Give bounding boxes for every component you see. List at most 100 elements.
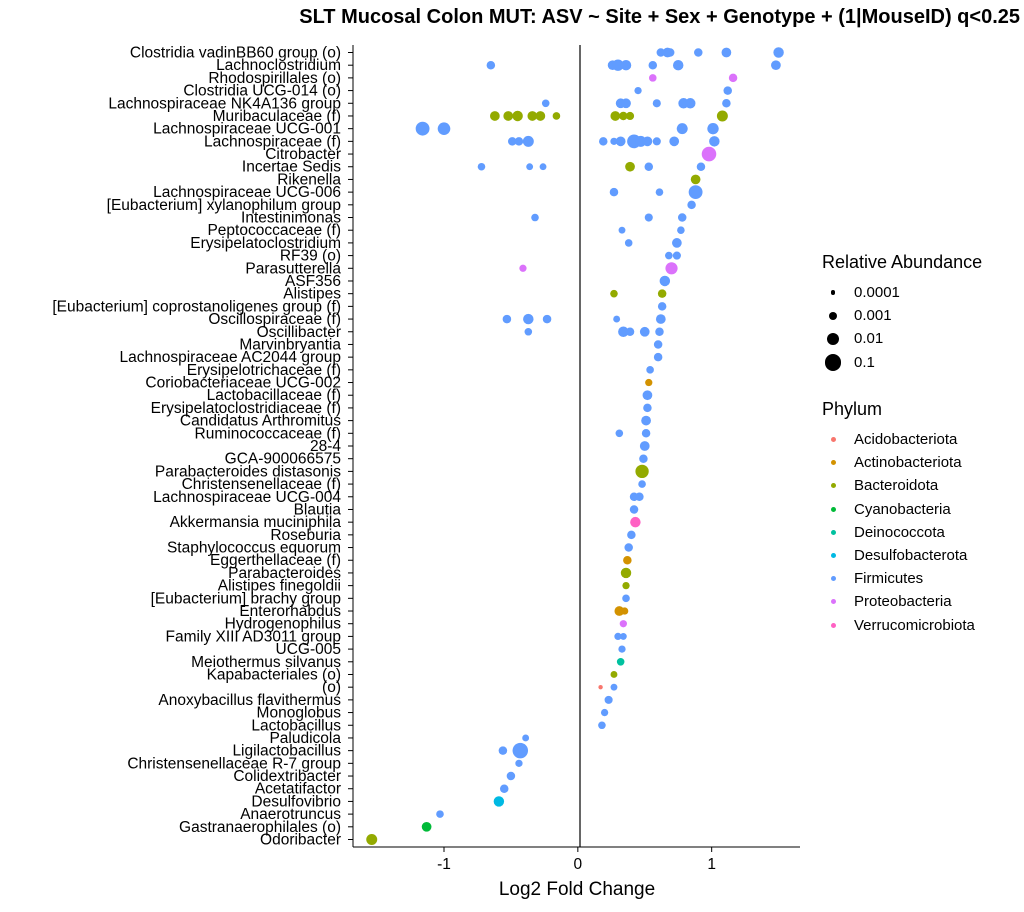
- y-tick-label: Clostridia vadinBB60 group (o): [130, 45, 341, 62]
- point-actinobacteriota-enterorhabdus: [614, 606, 625, 616]
- point-firmicutes-erysipelatoclostridium: [672, 238, 682, 248]
- y-tick-label: Akkermansia muciniphila: [170, 514, 342, 531]
- point-firmicutes-lachnospiraceae-f: [610, 137, 618, 145]
- point-firmicutes-incertae-sedis: [696, 162, 706, 171]
- point-firmicutes-blautia: [629, 505, 639, 514]
- point-firmicutes-lachnoclostridium: [620, 59, 632, 71]
- point-firmicutes-roseburia: [627, 530, 636, 540]
- point-bacteroidota-parabacteroides: [620, 567, 632, 579]
- point-firmicutes-oscillibacter: [639, 326, 650, 337]
- y-tick-label: Peptococcaceae (f): [207, 222, 341, 239]
- phylum-legend-label: Cyanobacteria: [854, 500, 951, 518]
- point-firmicutes-intestinimonas: [677, 213, 687, 222]
- y-tick-label: Parabacteroides distasonis: [155, 463, 341, 480]
- point-firmicutes-clostridia-ucg-014-o: [723, 86, 732, 95]
- y-tick-label: Marvinbryantia: [239, 336, 341, 353]
- y-tick-label: Lachnospiraceae (f): [204, 133, 341, 150]
- chart-title: SLT Mucosal Colon MUT: ASV ~ Site + Sex …: [299, 6, 1020, 28]
- y-tick-label: Blautia: [294, 501, 342, 518]
- size-legend-label: 0.1: [854, 353, 875, 371]
- x-axis-ticks: -1 0 1: [437, 847, 716, 873]
- point-firmicutes-candidatus-arthromitus: [641, 415, 651, 426]
- y-tick-label: Erysipelatoclostridiaceae (f): [151, 400, 341, 417]
- y-tick-label: Gastranaerophilales (o): [179, 819, 341, 836]
- y-tick-label: (o): [322, 679, 341, 696]
- x-axis-title: Log2 Fold Change: [499, 879, 655, 900]
- y-tick-label: Enterorhabdus: [239, 603, 341, 620]
- data-points: [366, 47, 784, 845]
- point-firmicutes-ruminococcaceae-f: [615, 429, 624, 438]
- x-tick-label: -1: [437, 856, 451, 873]
- point-firmicutes-rf39-o: [665, 251, 673, 260]
- point-firmicutes-lachnospiraceae-ucg-004: [635, 492, 644, 502]
- point-firmicutes-eubacterium-xylanophilum-group: [687, 200, 696, 210]
- phylum-legend-label: Acidobacteriota: [854, 431, 958, 449]
- phylum-legend-label: Desulfobacterota: [854, 547, 968, 565]
- point-firmicutes-lachnospiraceae-ac2044-group: [653, 352, 663, 362]
- point-bacteroidota-muribaculaceae-f: [610, 111, 621, 121]
- phylum-legend-item: Firmicutes: [822, 567, 975, 590]
- point-firmicutes-incertae-sedis: [477, 162, 486, 171]
- y-tick-label: Eggerthellaceae (f): [210, 552, 341, 569]
- phylum-legend-item: Bacteroidota: [822, 474, 975, 497]
- y-tick-label: Acetatifactor: [255, 781, 341, 798]
- point-firmicutes-oscillibacter: [524, 327, 533, 336]
- y-tick-label: Intestinimonas: [241, 210, 341, 227]
- point-bacteroidota-muribaculaceae-f: [716, 110, 728, 122]
- phylum-legend-label: Bacteroidota: [854, 477, 939, 495]
- point-firmicutes-lactobacillaceae-f: [642, 390, 653, 401]
- y-tick-label: [Eubacterium] xylanophilum group: [107, 197, 341, 214]
- phylum-legend-key: [822, 545, 844, 567]
- y-tick-label: Kapabacteriales (o): [207, 666, 341, 683]
- point-firmicutes-ligilactobacillus: [498, 746, 508, 755]
- y-tick-label: Lachnospiraceae UCG-006: [153, 184, 341, 201]
- point-cyanobacteria-gastranaerophilales-o: [421, 821, 432, 832]
- point-bacteroidota-parabacteroides-distasonis: [635, 464, 649, 479]
- point-bacteroidota-muribaculaceae-f: [527, 111, 538, 121]
- y-tick-label: 28-4: [310, 438, 341, 455]
- point-actinobacteriota-eggerthellaceae-f: [623, 555, 632, 565]
- point-firmicutes-erysipelatoclostridium: [624, 239, 633, 247]
- y-tick-label: Paludicola: [269, 730, 341, 747]
- point-firmicutes-ruminococcaceae-f: [641, 429, 651, 438]
- y-tick-label: Alistipes finegoldii: [218, 578, 341, 595]
- point-bacteroidota-muribaculaceae-f: [503, 111, 514, 121]
- point-acidobacteriota-o: [598, 684, 603, 690]
- point-proteobacteria-rhodospirillales-o: [728, 73, 738, 83]
- point-firmicutes-anaerotruncus: [436, 810, 444, 818]
- point-firmicutes-clostridia-ucg-014-o: [634, 86, 642, 95]
- phylum-legend-key: [822, 452, 844, 474]
- y-tick-label: Parabacteroides: [228, 565, 341, 582]
- point-firmicutes-rf39-o: [672, 251, 681, 260]
- phylum-legend-label: Deinococcota: [854, 523, 945, 541]
- point-firmicutes-peptococcaceae-f: [677, 226, 685, 235]
- phylum-legend-item: Desulfobacterota: [822, 544, 975, 567]
- y-tick-label: Lachnoclostridium: [216, 57, 341, 74]
- phylum-legend-item: Verrucomicrobiota: [822, 614, 975, 637]
- y-tick-label: UCG-005: [276, 641, 341, 658]
- point-firmicutes-ucg-005: [618, 645, 626, 653]
- point-firmicutes-christensenellaceae-r-7-group: [515, 759, 523, 767]
- y-tick-label: Erysipelatoclostridium: [190, 235, 341, 252]
- point-bacteroidota-alistipes: [610, 289, 618, 298]
- phylum-legend-item: Actinobacteriota: [822, 451, 975, 474]
- point-firmicutes-monoglobus: [600, 708, 609, 717]
- size-legend-item: 0.01: [822, 327, 982, 350]
- y-tick-label: Oscillibacter: [257, 324, 341, 341]
- point-firmicutes-incertae-sedis: [526, 163, 534, 171]
- point-firmicutes-o: [610, 683, 618, 691]
- point-firmicutes-incertae-sedis: [644, 162, 654, 171]
- phylum-legend-key: [822, 521, 844, 543]
- point-firmicutes-clostridia-vadinbb60-group-o: [694, 48, 703, 57]
- point-firmicutes-intestinimonas: [644, 213, 653, 222]
- y-tick-label: Monoglobus: [257, 705, 342, 722]
- point-firmicutes-ligilactobacillus: [512, 742, 529, 759]
- phylum-legend: Phylum Acidobacteriota Actinobacteriota Ba…: [822, 399, 975, 637]
- y-tick-label: Christensenellaceae (f): [182, 476, 341, 493]
- y-axis-ticks: [348, 52, 353, 840]
- size-legend-key: [822, 305, 844, 327]
- point-firmicutes-lachnoclostridium: [771, 60, 781, 71]
- phylum-legend-key: [822, 591, 844, 613]
- point-firmicutes-lachnospiraceae-f: [669, 136, 680, 147]
- size-legend-label: 0.001: [854, 307, 892, 325]
